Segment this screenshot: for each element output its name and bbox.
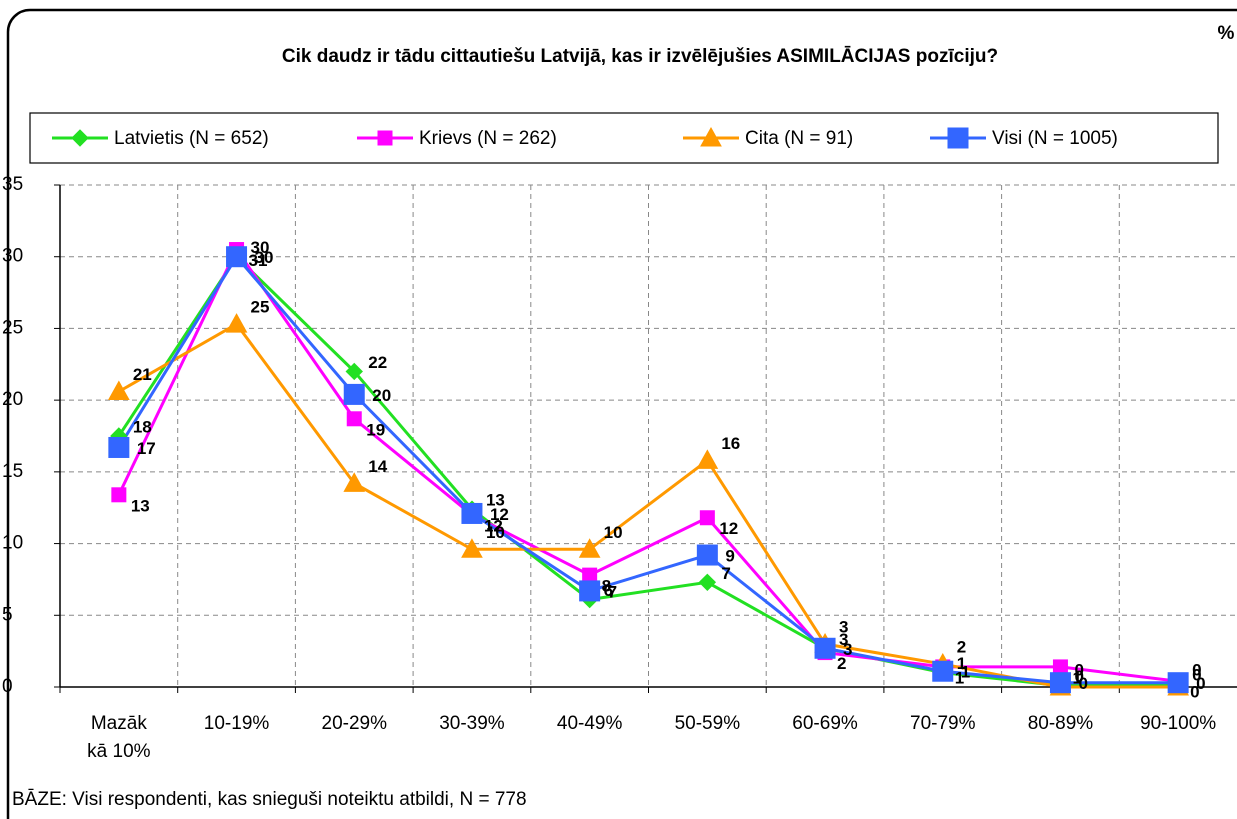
x-tick-label: 60-69% [792, 713, 858, 734]
y-tick-label: 20 [2, 389, 23, 410]
data-label: 0 [1074, 660, 1083, 679]
series-marker [1052, 659, 1068, 675]
data-label: 12 [719, 519, 738, 538]
data-label: 0 [1190, 683, 1199, 702]
legend-marker [71, 129, 89, 147]
data-label: 0 [1196, 674, 1205, 693]
data-label: 1 [957, 654, 966, 673]
data-label: 7 [608, 582, 617, 601]
data-label: 0 [1192, 666, 1201, 685]
series-marker [461, 502, 483, 524]
data-label: 19 [366, 420, 385, 439]
data-label: 10 [486, 523, 505, 542]
series-marker [226, 246, 248, 268]
series-line [117, 254, 1179, 688]
data-label: 1 [1072, 668, 1081, 687]
data-label: 18 [133, 417, 152, 436]
x-tick-label: Mazāk kā 10% [87, 713, 151, 762]
data-label: 20 [372, 386, 391, 405]
series-marker [579, 580, 601, 602]
data-label: 9 [725, 547, 734, 566]
data-label: 6 [604, 581, 613, 600]
data-label: 25 [251, 298, 270, 317]
legend-marker [377, 130, 393, 146]
y-tick-label: 25 [2, 317, 23, 338]
legend-marker [700, 126, 722, 147]
data-label: 0 [1078, 674, 1087, 693]
series-marker [343, 383, 365, 405]
data-label: 3 [843, 640, 852, 659]
legend-label: Krievs (N = 262) [419, 128, 557, 149]
chart-title: Cik daudz ir tādu cittautiešu Latvijā, k… [282, 46, 998, 67]
legend-marker [947, 127, 969, 149]
data-label: 2 [837, 654, 846, 673]
data-label: 30 [255, 248, 274, 267]
data-label: 1 [961, 663, 970, 682]
data-label: 10 [604, 523, 623, 542]
legend-label: Visi (N = 1005) [992, 128, 1118, 149]
data-label: 21 [133, 365, 152, 384]
y-tick-label: 5 [2, 604, 13, 625]
data-label: 12 [484, 516, 503, 535]
series-marker [696, 544, 718, 566]
data-label: 7 [721, 564, 730, 583]
x-tick-label: 70-79% [910, 713, 976, 734]
series-marker [111, 487, 127, 503]
y-tick-label: 30 [2, 246, 23, 267]
data-label: 0 [1192, 660, 1201, 679]
series-marker [108, 436, 130, 458]
series-marker [698, 573, 717, 592]
series-marker [346, 411, 362, 427]
legend-label: Cita (N = 91) [745, 128, 853, 149]
y-tick-label: 0 [2, 676, 13, 697]
data-label: 30 [251, 238, 270, 257]
series-marker [578, 538, 601, 558]
data-label: 3 [839, 617, 848, 636]
data-label: 12 [490, 505, 509, 524]
series-marker [461, 538, 483, 558]
y-tick-label: 15 [2, 461, 23, 482]
x-tick-label: 10-19% [203, 713, 270, 734]
series-marker [343, 472, 366, 492]
data-label: 8 [602, 577, 611, 596]
y-tick-label: 35 [2, 174, 23, 195]
series-marker [932, 660, 954, 682]
x-tick-label: 30-39% [439, 713, 505, 734]
series-marker [108, 380, 130, 401]
data-label: 31 [249, 251, 268, 270]
data-label: 3 [839, 630, 848, 649]
x-tick-label: 40-49% [556, 713, 623, 734]
x-tick-label: 20-29% [321, 713, 388, 734]
series-line [117, 254, 1179, 685]
data-label: 16 [721, 434, 740, 453]
data-label: 1 [955, 668, 964, 687]
series-marker [696, 449, 719, 469]
data-label: 13 [131, 496, 150, 515]
y-tick-label: 10 [2, 533, 23, 554]
x-tick-label: 90-100% [1140, 713, 1217, 734]
series-marker [814, 637, 836, 659]
series-marker [1167, 672, 1189, 694]
series-marker [582, 567, 598, 583]
footnote: BĀZE: Visi respondenti, kas snieguši not… [12, 789, 527, 810]
data-label: 0 [1074, 667, 1083, 686]
unit-label: % [1218, 23, 1235, 44]
series-marker [1049, 672, 1071, 694]
series-line [117, 246, 1179, 683]
data-label: 13 [486, 491, 505, 510]
legend-label: Latvietis (N = 652) [114, 128, 269, 149]
frame [6, 8, 1237, 819]
data-label: 17 [137, 439, 156, 458]
series-marker [225, 313, 248, 333]
series-marker [699, 510, 715, 526]
data-label: 14 [368, 457, 387, 476]
x-tick-label: 50-59% [674, 713, 741, 734]
series-marker [345, 362, 363, 381]
legend-box [29, 112, 1219, 164]
data-label: 22 [368, 353, 387, 372]
x-tick-label: 80-89% [1027, 713, 1094, 734]
data-label: 2 [957, 638, 966, 657]
